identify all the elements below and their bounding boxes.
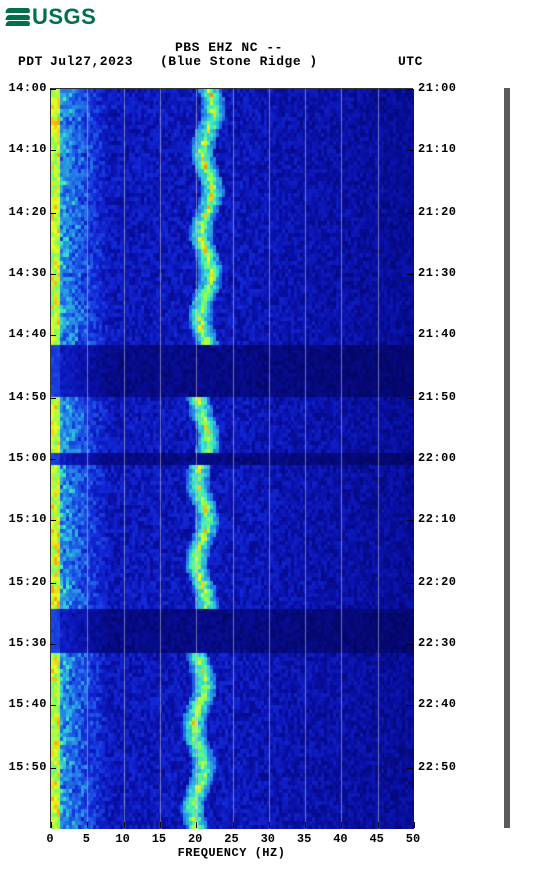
- colorbar: [504, 88, 510, 828]
- usgs-logo: USGS: [6, 4, 96, 30]
- usgs-waves-icon: [6, 8, 30, 26]
- ytick-left-label: 15:50: [7, 760, 47, 774]
- xtick-label: 35: [297, 832, 311, 846]
- ytick-right-label: 21:20: [418, 205, 457, 219]
- x-axis-label: FREQUENCY (HZ): [178, 846, 286, 860]
- ytick-right-label: 21:30: [418, 266, 457, 280]
- ytick-left-label: 15:40: [7, 697, 47, 711]
- right-tz-label: UTC: [398, 54, 423, 69]
- ytick-right-label: 22:40: [418, 697, 457, 711]
- ytick-left-label: 14:00: [7, 81, 47, 95]
- ytick-left-label: 15:00: [7, 451, 47, 465]
- ytick-left-label: 14:20: [7, 205, 47, 219]
- xtick-label: 40: [333, 832, 347, 846]
- ytick-left-label: 14:40: [7, 327, 47, 341]
- left-tz-label: PDT: [18, 54, 43, 69]
- ytick-left-label: 15:30: [7, 636, 47, 650]
- xtick-label: 0: [46, 832, 53, 846]
- date-label: Jul27,2023: [50, 54, 133, 69]
- station-name: (Blue Stone Ridge ): [160, 54, 318, 69]
- xtick-label: 50: [406, 832, 420, 846]
- ytick-right-label: 22:30: [418, 636, 457, 650]
- ytick-right-label: 22:00: [418, 451, 457, 465]
- xtick-label: 25: [224, 832, 238, 846]
- xtick-label: 45: [369, 832, 383, 846]
- station-code: PBS EHZ NC --: [175, 40, 283, 55]
- ytick-left-label: 14:30: [7, 266, 47, 280]
- xtick-label: 20: [188, 832, 202, 846]
- xtick-label: 5: [83, 832, 90, 846]
- spectrogram-canvas: [51, 89, 414, 829]
- xtick-label: 15: [152, 832, 166, 846]
- ytick-right-label: 21:10: [418, 142, 457, 156]
- xtick-label: 10: [115, 832, 129, 846]
- ytick-right-label: 21:50: [418, 390, 457, 404]
- spectrogram-plot: [50, 88, 413, 828]
- ytick-right-label: 22:10: [418, 512, 457, 526]
- ytick-left-label: 14:50: [7, 390, 47, 404]
- xtick-label: 30: [261, 832, 275, 846]
- ytick-right-label: 22:50: [418, 760, 457, 774]
- ytick-right-label: 21:00: [418, 81, 457, 95]
- ytick-left-label: 15:20: [7, 575, 47, 589]
- usgs-logo-text: USGS: [32, 4, 96, 30]
- ytick-right-label: 21:40: [418, 327, 457, 341]
- ytick-left-label: 15:10: [7, 512, 47, 526]
- ytick-right-label: 22:20: [418, 575, 457, 589]
- ytick-left-label: 14:10: [7, 142, 47, 156]
